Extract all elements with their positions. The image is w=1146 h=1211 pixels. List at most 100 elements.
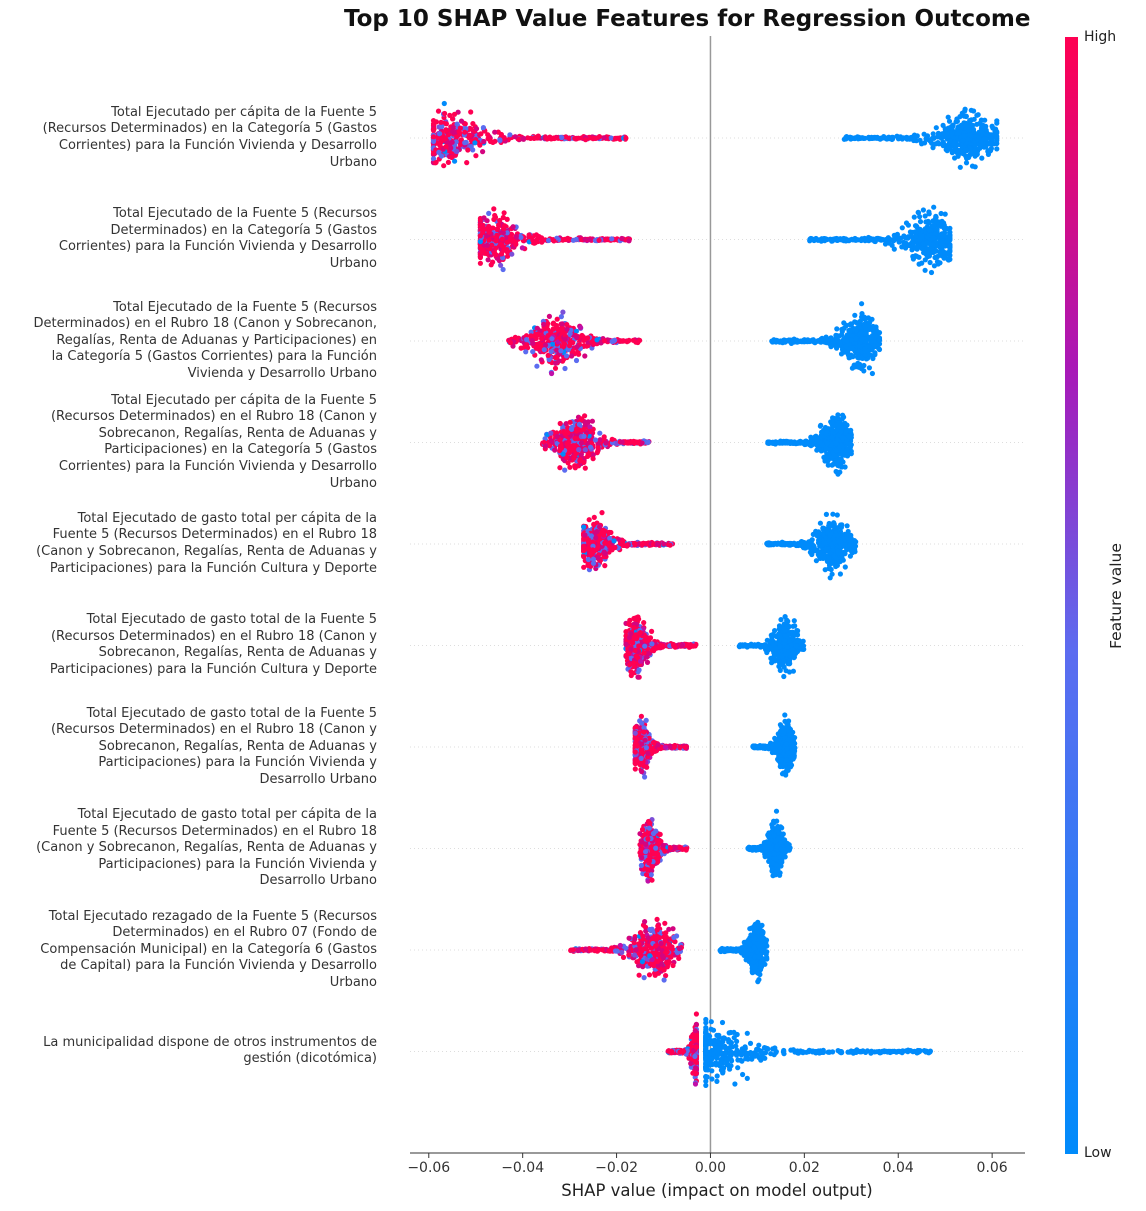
shap-point [591,521,597,528]
shap-point [994,130,1000,136]
shap-point [813,433,819,439]
shap-point [512,334,518,340]
shap-point [829,427,835,433]
shap-point [945,114,951,120]
shap-point [782,338,788,345]
shap-point [784,623,790,629]
shap-point [819,429,825,435]
shap-point [963,120,969,126]
shap-point [447,112,453,118]
shap-point [791,632,797,638]
shap-point [994,118,1000,124]
shap-point [450,129,456,135]
shap-point [850,364,857,370]
shap-point [635,440,641,446]
shap-point [859,336,865,342]
shap-point [436,149,442,155]
shap-point [816,549,823,556]
shap-point [529,338,535,344]
shap-point [856,343,862,349]
shap-point [770,658,776,664]
shap-point [507,340,513,346]
shap-point [947,235,953,241]
shap-point [791,618,797,624]
shap-point [437,131,443,137]
shap-point [611,538,617,544]
shap-point [910,240,917,246]
shap-point [582,447,589,453]
shap-point [960,138,966,144]
shap-point [956,129,963,135]
shap-point [626,337,632,343]
shap-point [518,234,524,240]
shap-point [477,233,483,239]
shap-point [630,439,636,445]
shap-point [523,349,529,355]
shap-point [504,239,510,245]
shap-point [557,465,563,471]
shap-point [800,643,807,649]
shap-point [524,337,530,343]
shap-point [833,440,839,446]
shap-point [899,225,905,231]
shap-point [972,147,979,153]
shap-point [499,243,505,249]
shap-point [784,644,790,650]
shap-point [597,524,603,530]
shap-point [431,126,437,132]
shap-point [813,528,819,534]
shap-point [586,539,592,545]
shap-point [624,542,630,548]
shap-point [818,422,824,428]
shap-point [876,330,883,336]
shap-point [782,638,788,644]
shap-point [937,260,943,266]
shap-point [581,543,587,550]
shap-point [808,235,814,242]
shap-point [843,449,849,455]
shap-point [478,131,484,137]
shap-point [467,132,473,138]
shap-point [962,106,968,112]
shap-point [583,137,589,143]
shap-point [597,430,603,436]
feature-row-points [539,412,854,477]
shap-point [923,219,929,225]
shap-point [934,220,940,226]
shap-point [601,135,607,141]
shap-point [926,211,932,217]
shap-point [457,125,463,131]
shap-point [501,210,507,216]
shap-point [919,141,925,147]
shap-point [823,511,830,517]
shap-point [925,254,931,260]
shap-point [935,140,941,146]
shap-point [491,206,497,212]
shap-point [842,349,848,355]
shap-point [590,556,597,563]
shap-point [565,236,571,242]
shap-point [543,443,549,449]
shap-point [972,164,978,170]
shap-point [507,234,513,240]
shap-point [442,110,448,117]
shap-point [846,433,852,439]
shap-point [542,326,548,332]
shap-point [912,245,919,251]
feature-row-points [477,204,953,276]
shap-point [485,257,491,263]
shap-point [917,237,923,243]
shap-point [567,331,573,337]
shap-point [926,227,933,233]
shap-point [970,126,977,133]
shap-point [844,523,850,529]
shap-point [862,316,868,322]
shap-point [776,623,783,629]
shap-point [784,438,790,444]
shap-point [552,365,559,371]
shap-point [441,100,447,107]
shap-point [611,338,617,344]
shap-point [929,135,936,141]
shap-point [829,238,836,244]
shap-point [450,116,456,122]
